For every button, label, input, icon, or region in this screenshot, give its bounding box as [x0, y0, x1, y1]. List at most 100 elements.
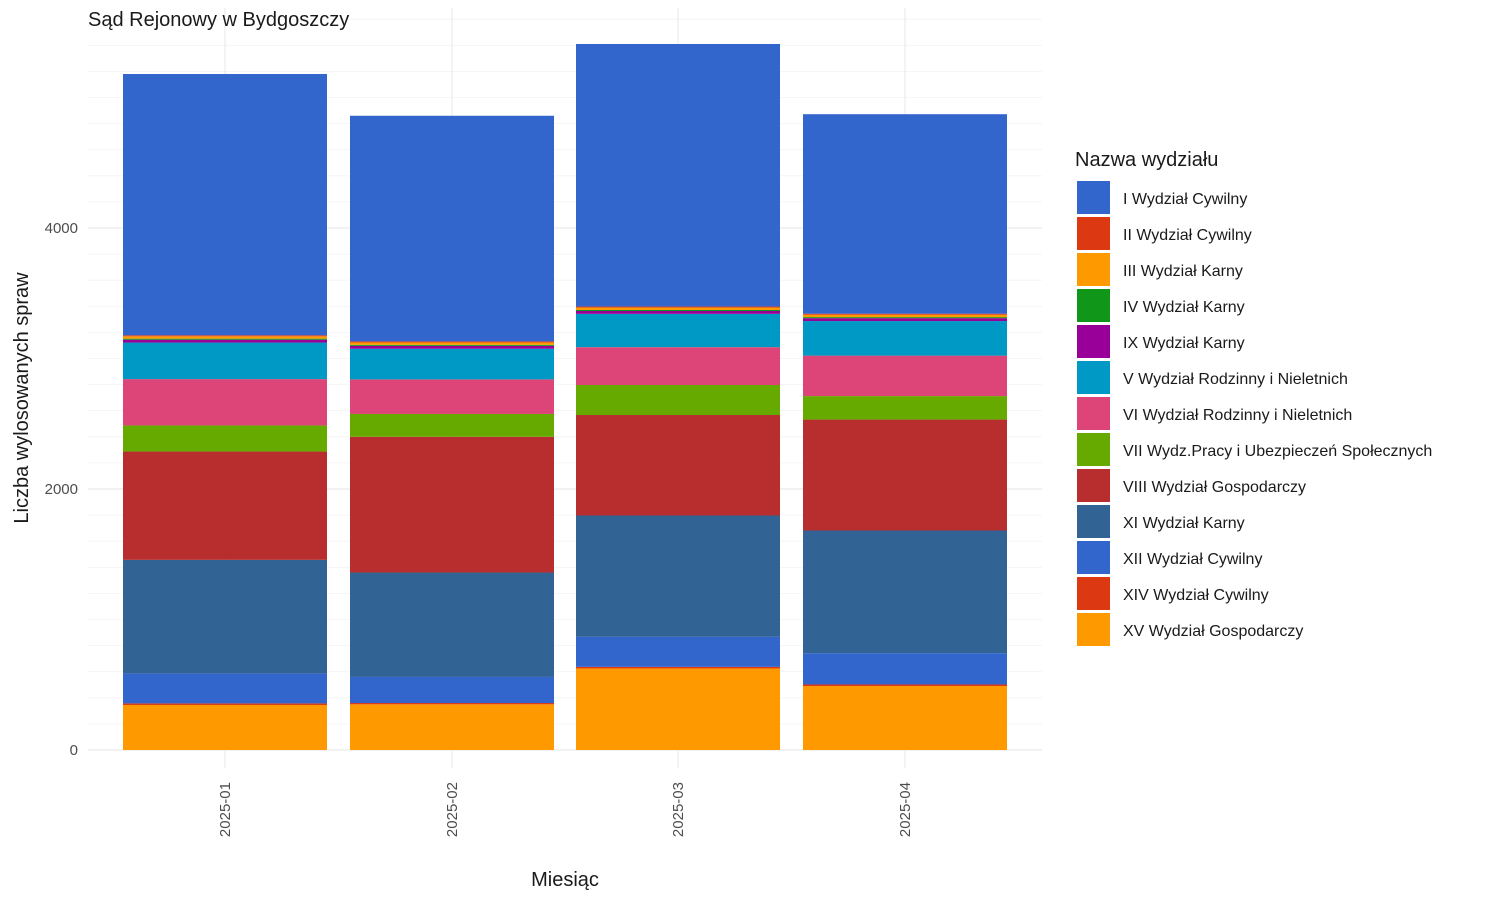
legend-label: XI Wydział Karny	[1123, 515, 1245, 532]
legend-label: XIV Wydział Cywilny	[1123, 587, 1269, 604]
bar-segment	[576, 415, 780, 516]
legend-item: IV Wydział Karny	[1077, 289, 1245, 322]
legend-item: XII Wydział Cywilny	[1077, 541, 1262, 574]
legend-label: III Wydział Karny	[1123, 263, 1243, 280]
bar-segment	[576, 668, 780, 750]
bar-stack-2025-03	[576, 43, 780, 750]
bar-segment	[123, 335, 327, 337]
x-tick-label: 2025-03	[670, 782, 687, 837]
bar-segment	[576, 347, 780, 385]
legend-label: II Wydział Cywilny	[1123, 227, 1252, 244]
bar-segment	[350, 413, 554, 437]
legend-item: VIII Wydział Gospodarczy	[1077, 469, 1306, 502]
legend-swatch	[1077, 181, 1110, 214]
bar-segment	[123, 379, 327, 426]
bar-segment	[576, 310, 780, 314]
x-tick-label: 2025-01	[217, 782, 234, 837]
bar-segment	[123, 74, 327, 336]
legend-item: V Wydział Rodzinny i Nieletnich	[1077, 361, 1348, 394]
legend-item: VII Wydz.Pracy i Ubezpieczeń Społecznych	[1077, 433, 1432, 466]
legend-swatch	[1077, 253, 1110, 286]
bar-segment	[803, 530, 1007, 654]
bar-segment	[576, 313, 780, 348]
legend-item: XV Wydział Gospodarczy	[1077, 613, 1303, 646]
bar-segment	[576, 666, 780, 669]
bar-segment	[350, 115, 554, 342]
legend: Nazwa wydziału I Wydział Cywilny II Wydzi…	[1075, 149, 1432, 646]
legend-swatch	[1077, 325, 1110, 358]
bar-segment	[350, 572, 554, 677]
legend-swatch	[1077, 505, 1110, 538]
axis-layer: 0 2000 4000 2025-01 2025-02 2025-03 2025-04	[45, 220, 914, 837]
legend-swatch	[1077, 577, 1110, 610]
bar-segment	[350, 676, 554, 704]
legend-items: I Wydział Cywilny II Wydział Cywilny III W…	[1077, 181, 1432, 646]
legend-item: II Wydział Cywilny	[1077, 217, 1252, 250]
legend-swatch	[1077, 613, 1110, 646]
bar-segment	[350, 345, 554, 349]
bar-segment	[803, 419, 1007, 531]
legend-swatch	[1077, 397, 1110, 430]
bar-segment	[123, 673, 327, 704]
bar-segment	[803, 317, 1007, 319]
bar-segment	[123, 336, 327, 339]
legend-title: Nazwa wydziału	[1075, 149, 1218, 171]
bar-stack-2025-02	[350, 115, 554, 750]
legend-label: I Wydział Cywilny	[1123, 191, 1247, 208]
bar-segment	[123, 339, 327, 343]
y-axis-title: Liczba wylosowanych spraw	[11, 272, 33, 524]
bar-segment	[123, 703, 327, 705]
bar-segment	[576, 43, 780, 307]
bar-segment	[123, 559, 327, 674]
bar-segment	[803, 396, 1007, 420]
y-tick-label: 4000	[45, 220, 78, 237]
bar-segment	[803, 653, 1007, 685]
legend-swatch	[1077, 541, 1110, 574]
bar-segment	[350, 342, 554, 345]
bar-segment	[350, 348, 554, 380]
legend-swatch	[1077, 289, 1110, 322]
bar-segment	[123, 451, 327, 560]
bars-layer	[123, 43, 1007, 750]
y-tick-label: 2000	[45, 481, 78, 498]
bar-segment	[803, 314, 1007, 318]
bar-segment	[350, 344, 554, 346]
x-tick-label: 2025-02	[444, 782, 461, 837]
legend-item: I Wydział Cywilny	[1077, 181, 1247, 214]
legend-label: IV Wydział Karny	[1123, 299, 1245, 316]
bar-segment	[350, 704, 554, 750]
legend-swatch	[1077, 361, 1110, 394]
bar-segment	[576, 307, 780, 310]
legend-item: XI Wydział Karny	[1077, 505, 1245, 538]
bar-segment	[803, 355, 1007, 397]
bar-segment	[576, 515, 780, 637]
bar-segment	[350, 703, 554, 705]
legend-label: XII Wydział Cywilny	[1123, 551, 1262, 568]
legend-item: VI Wydział Rodzinny i Nieletnich	[1077, 397, 1352, 430]
legend-swatch	[1077, 217, 1110, 250]
bar-segment	[123, 342, 327, 380]
bar-segment	[803, 114, 1007, 314]
bar-segment	[123, 704, 327, 750]
legend-swatch	[1077, 433, 1110, 466]
x-axis-title: Miesiąc	[531, 869, 599, 891]
legend-item: III Wydział Karny	[1077, 253, 1243, 286]
legend-label: VI Wydział Rodzinny i Nieletnich	[1123, 407, 1352, 424]
legend-label: V Wydział Rodzinny i Nieletnich	[1123, 371, 1348, 388]
legend-label: VIII Wydział Gospodarczy	[1123, 479, 1306, 496]
bar-segment	[576, 636, 780, 667]
bar-segment	[576, 309, 780, 311]
legend-item: XIV Wydział Cywilny	[1077, 577, 1269, 610]
bar-segment	[803, 686, 1007, 750]
bar-segment	[123, 338, 327, 340]
bar-segment	[576, 384, 780, 416]
bar-segment	[576, 306, 780, 308]
legend-item: IX Wydział Karny	[1077, 325, 1245, 358]
bar-segment	[123, 425, 327, 452]
bar-segment	[803, 318, 1007, 322]
bar-segment	[350, 436, 554, 573]
bar-segment	[803, 684, 1007, 687]
bar-segment	[350, 379, 554, 414]
